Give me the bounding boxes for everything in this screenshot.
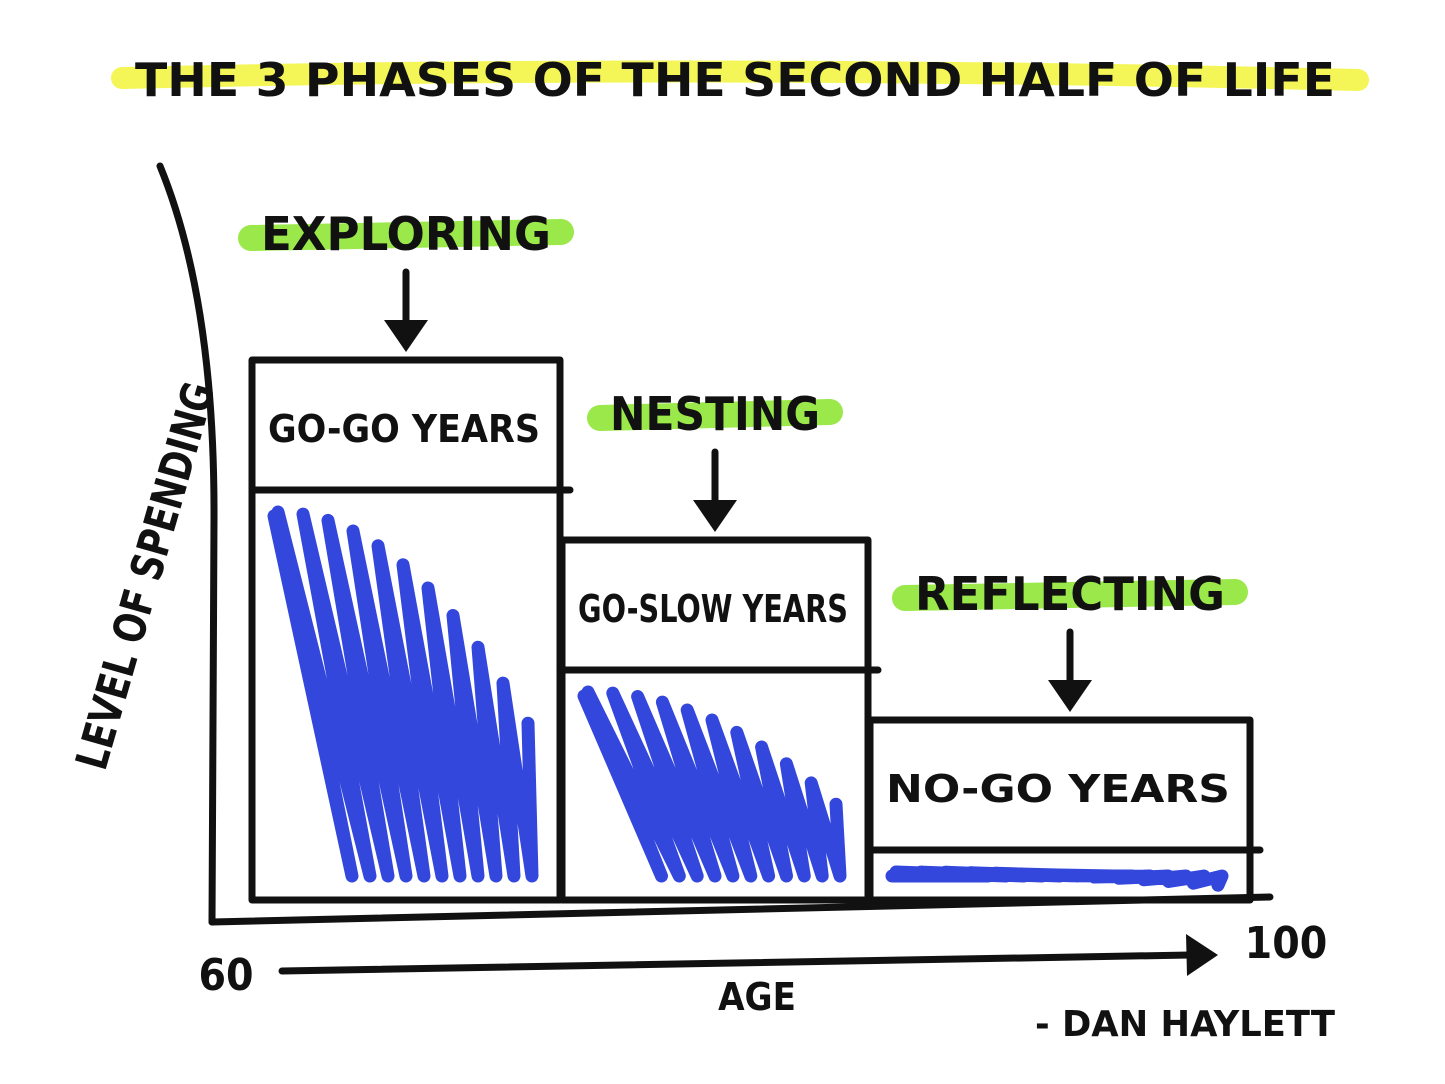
x-axis-label: AGE xyxy=(718,975,796,1019)
x-arrow-head xyxy=(1186,934,1218,976)
phase-arrow-head-3 xyxy=(1048,680,1092,712)
bar-group-1: GO-GO YEARS xyxy=(248,356,574,904)
bar-fill-scribble-2 xyxy=(577,685,847,883)
bar-group-3: NO-GO YEARS xyxy=(866,716,1264,904)
bar-3 xyxy=(866,716,1254,904)
bar-label-3: NO-GO YEARS xyxy=(886,767,1230,811)
x-arrow-line xyxy=(278,951,1194,975)
y-axis-line xyxy=(156,162,218,926)
bar-group-2: GO-SLOW YEARS xyxy=(558,536,882,904)
phase-label-2: NESTING xyxy=(610,387,820,441)
phase-label-1: EXPLORING xyxy=(261,207,551,261)
chart-title: THE 3 PHASES OF THE SECOND HALF OF LIFE xyxy=(135,53,1335,107)
bar-fill-scribble-1 xyxy=(267,505,539,883)
phase-label-3: REFLECTING xyxy=(915,567,1225,621)
x-end-label: 100 xyxy=(1245,918,1328,969)
x-start-label: 60 xyxy=(198,950,253,1001)
phase-arrow-head-2 xyxy=(693,500,737,532)
bar-fill-scribble-3 xyxy=(885,865,1229,892)
bar-label-1: GO-GO YEARS xyxy=(268,407,540,451)
y-axis-label: LEVEL OF SPENDING xyxy=(66,377,225,776)
phase-highlight-2 xyxy=(587,399,843,431)
bar-label-2: GO-SLOW YEARS xyxy=(578,587,848,631)
phase-highlight-1 xyxy=(238,219,574,251)
phase-arrow-head-1 xyxy=(384,320,428,352)
author-signature: - DAN HAYLETT xyxy=(1035,1004,1335,1045)
title-highlight xyxy=(111,60,1369,91)
phase-highlight-3 xyxy=(892,579,1248,611)
